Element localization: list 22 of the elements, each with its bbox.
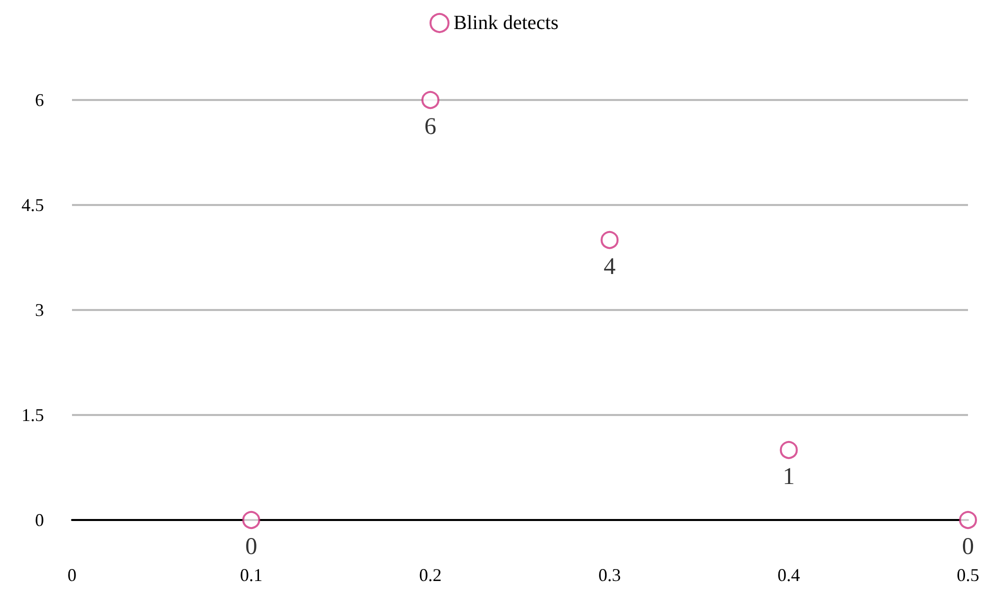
point <box>780 441 798 459</box>
x-tick-label: 0.4 <box>778 565 800 585</box>
x-tick-label: 0.1 <box>240 565 262 585</box>
point <box>421 91 440 109</box>
point <box>600 231 619 249</box>
point <box>959 511 977 529</box>
legend-label: Blink detects <box>454 12 559 34</box>
y-tick-label: 3 <box>35 300 44 320</box>
x-tick-label: 0.2 <box>419 565 442 585</box>
x-tick-label: 0.5 <box>956 565 980 585</box>
y-tick-label: 4.5 <box>22 195 44 215</box>
x-tick-label: 0 <box>68 565 76 585</box>
x-tick-label: 0.3 <box>598 565 621 585</box>
data-label: 6 <box>424 114 436 140</box>
y-tick-label: 0 <box>35 510 44 530</box>
data-label: 0 <box>245 534 258 560</box>
y-tick-label: 1.5 <box>22 405 44 425</box>
y-tick-label: 6 <box>35 90 44 110</box>
data-label: 1 <box>782 464 795 490</box>
data-label: 4 <box>604 254 616 280</box>
data-label: 0 <box>962 534 974 560</box>
point <box>242 511 260 529</box>
